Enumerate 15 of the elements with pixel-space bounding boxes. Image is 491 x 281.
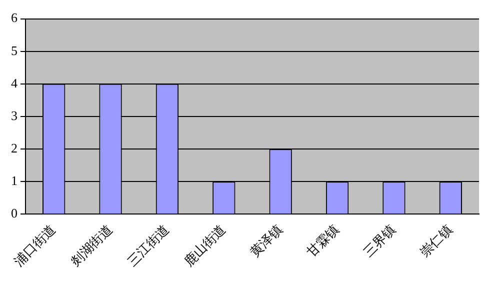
y-tick-label: 3 (11, 108, 18, 123)
y-tick-label: 1 (11, 173, 18, 188)
x-tick-label: 剡湖街道 (68, 222, 116, 270)
y-tick-label: 6 (11, 10, 18, 26)
x-tick-label: 浦口街道 (11, 222, 58, 270)
y-tick-label: 4 (11, 75, 18, 90)
y-tick-label: 2 (11, 140, 18, 156)
y-tick-label: 0 (11, 206, 18, 221)
y-tick-label: 5 (11, 42, 18, 58)
x-tick-label: 三江街道 (124, 222, 172, 270)
x-tick-label: 甘霖镇 (304, 222, 342, 260)
x-tick-label: 三界镇 (360, 222, 399, 260)
x-tick-label: 黄泽镇 (246, 222, 286, 260)
x-tick-label: 鹿山街道 (181, 222, 228, 270)
x-tick-label: 崇仁镇 (417, 222, 456, 260)
